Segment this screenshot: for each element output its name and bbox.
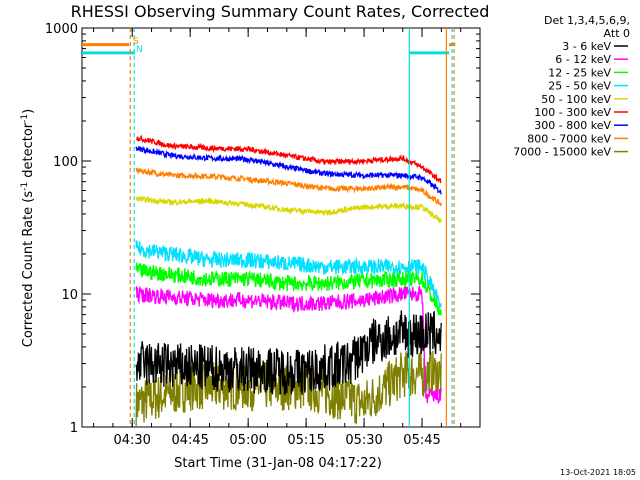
flag-label: S xyxy=(133,37,139,47)
y-axis-label: Corrected Count Rate (s-1 detector-1) xyxy=(20,109,36,347)
legend-entry-label: 3 - 6 keV xyxy=(562,40,611,53)
legend-header-1: Det 1,3,4,5,6,9, xyxy=(544,14,630,27)
legend-entry-label: 25 - 50 keV xyxy=(548,80,611,93)
y-tick-label: 1 xyxy=(70,421,78,436)
legend-entry-label: 100 - 300 keV xyxy=(534,106,611,119)
y-axis-label-sup1: -1 xyxy=(20,182,30,191)
x-axis-label: Start Time (31-Jan-08 04:17:22) xyxy=(174,456,382,471)
y-tick-label: 1000 xyxy=(45,22,78,37)
series-line xyxy=(135,195,442,223)
series-line xyxy=(135,145,442,195)
y-axis-label-sup2: -1 xyxy=(20,114,30,123)
series-layer xyxy=(135,134,442,428)
x-tick-label: 05:30 xyxy=(345,433,382,448)
chart-title: RHESSI Observing Summary Count Rates, Co… xyxy=(71,2,490,21)
legend-entry-label: 300 - 800 keV xyxy=(534,119,611,132)
series-line xyxy=(135,262,442,316)
legend-entry-label: 50 - 100 keV xyxy=(541,93,611,106)
plot-area: 1 10 100 1000 04:30 04:45 05:00 05:15 05:30 05:45… xyxy=(45,22,481,448)
time-markers xyxy=(129,28,455,427)
series-line xyxy=(135,240,442,308)
x-tick-label: 04:45 xyxy=(171,433,208,448)
series-line xyxy=(135,285,442,404)
legend-entry-label: 12 - 25 keV xyxy=(548,66,611,79)
legend-entry-label: 7000 - 15000 keV xyxy=(513,146,611,159)
x-tick-label: 04:30 xyxy=(113,433,150,448)
y-tick-label: 10 xyxy=(61,288,78,303)
flag-labels: SN xyxy=(133,37,143,55)
series-line xyxy=(135,167,442,206)
axis-ticks: 1 10 100 1000 04:30 04:45 05:00 05:15 05:30 05:45 xyxy=(45,22,481,448)
y-axis-label-mid: detector xyxy=(21,122,36,182)
x-tick-label: 05:00 xyxy=(229,433,266,448)
footer-date: 13-Oct-2021 18:05 xyxy=(560,468,636,477)
x-tick-label: 05:15 xyxy=(287,433,324,448)
legend-header-2: Att 0 xyxy=(604,27,630,40)
legend-entry-label: 800 - 7000 keV xyxy=(527,132,611,145)
flag-label: N xyxy=(136,45,143,55)
y-tick-label: 100 xyxy=(53,155,78,170)
y-axis-label-end: ) xyxy=(21,109,36,114)
legend-entry-label: 6 - 12 keV xyxy=(555,53,611,66)
series-line xyxy=(135,134,442,184)
plot-frame xyxy=(81,27,481,428)
x-tick-label: 05:45 xyxy=(403,433,440,448)
series-line xyxy=(135,310,442,395)
y-axis-label-main: Corrected Count Rate (s xyxy=(21,191,36,348)
